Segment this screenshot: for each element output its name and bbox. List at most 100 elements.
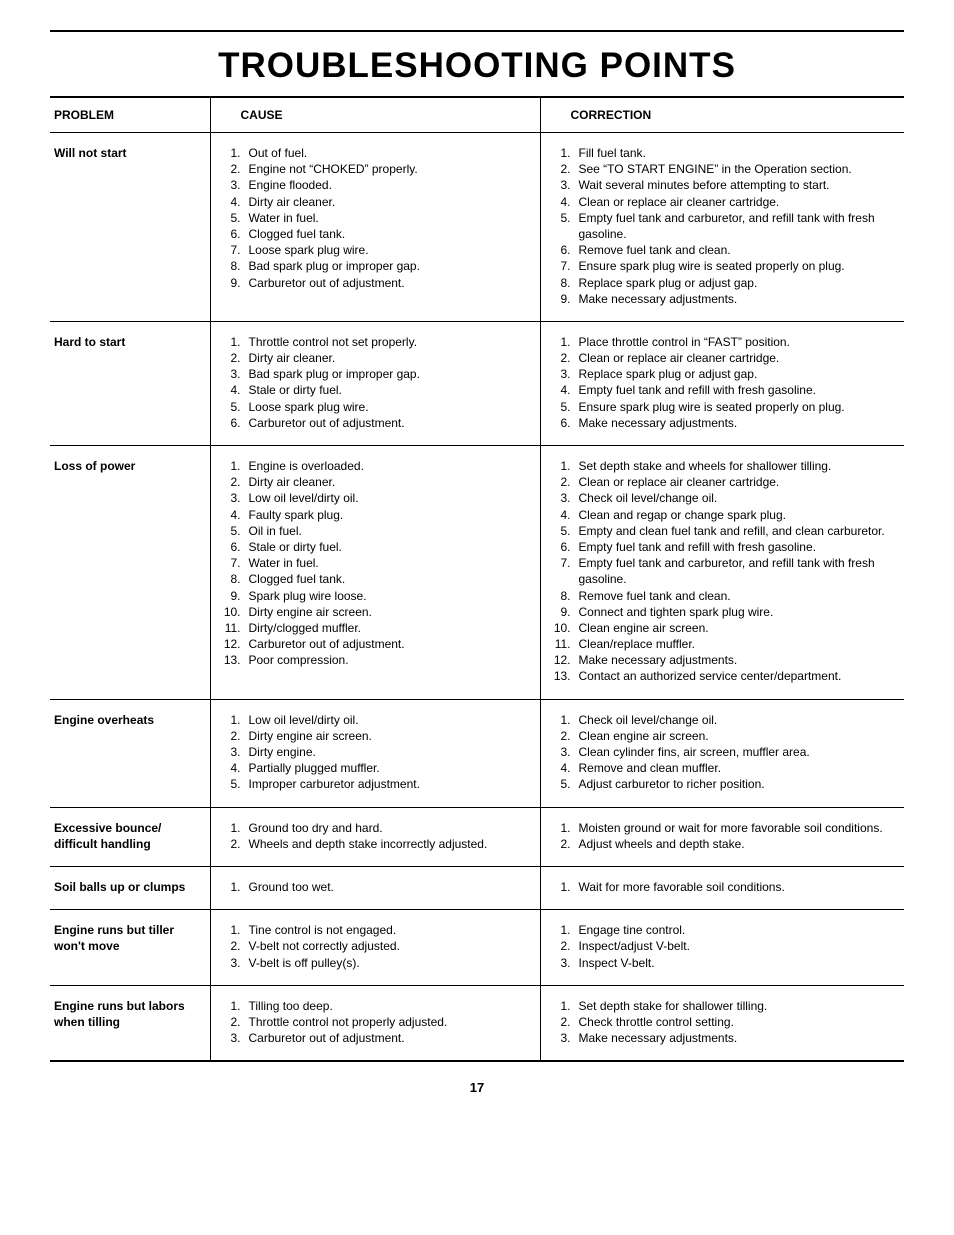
list-text: Bad spark plug or improper gap. <box>249 258 532 274</box>
cell-cause: 1.Engine is overloaded.2.Dirty air clean… <box>210 446 540 700</box>
list-item: 3.Replace spark plug or adjust gap. <box>553 366 897 382</box>
list-text: Empty fuel tank and refill with fresh ga… <box>579 382 897 398</box>
list-number: 1. <box>223 712 249 728</box>
list-item: 2.Dirty air cleaner. <box>223 350 532 366</box>
cell-problem: Engine overheats <box>50 699 210 807</box>
cell-problem: Excessive bounce/difficult handling <box>50 807 210 866</box>
list-text: Dirty air cleaner. <box>249 474 532 490</box>
list-item: 8.Bad spark plug or improper gap. <box>223 258 532 274</box>
list-item: 1.Set depth stake and wheels for shallow… <box>553 458 897 474</box>
list-number: 2. <box>553 836 579 852</box>
list-item: 8.Clogged fuel tank. <box>223 571 532 587</box>
list-item: 10.Dirty engine air screen. <box>223 604 532 620</box>
list-text: Clogged fuel tank. <box>249 571 532 587</box>
cell-correction: 1.Engage tine control.2.Inspect/adjust V… <box>540 910 904 986</box>
list-item: 9.Connect and tighten spark plug wire. <box>553 604 897 620</box>
list-text: Adjust carburetor to richer position. <box>579 776 897 792</box>
list-item: 4.Partially plugged muffler. <box>223 760 532 776</box>
list-item: 4.Stale or dirty fuel. <box>223 382 532 398</box>
list-number: 3. <box>223 490 249 506</box>
list-text: Dirty air cleaner. <box>249 194 532 210</box>
list-text: Remove fuel tank and clean. <box>579 242 897 258</box>
list-text: Throttle control not properly adjusted. <box>249 1014 532 1030</box>
cell-cause: 1.Throttle control not set properly.2.Di… <box>210 321 540 445</box>
list-item: 1.Ground too dry and hard. <box>223 820 532 836</box>
list-item: 4.Dirty air cleaner. <box>223 194 532 210</box>
table-row: Engine overheats1.Low oil level/dirty oi… <box>50 699 904 807</box>
list-number: 4. <box>223 760 249 776</box>
list-item: 12.Carburetor out of adjustment. <box>223 636 532 652</box>
list-number: 3. <box>553 490 579 506</box>
page-title: TROUBLESHOOTING POINTS <box>50 46 904 86</box>
list-item: 6.Stale or dirty fuel. <box>223 539 532 555</box>
list-text: Empty and clean fuel tank and refill, an… <box>579 523 897 539</box>
list-text: Wheels and depth stake incorrectly adjus… <box>249 836 532 852</box>
list-text: Carburetor out of adjustment. <box>249 415 532 431</box>
list-item: 3.Make necessary adjustments. <box>553 1030 897 1046</box>
list-text: V-belt is off pulley(s). <box>249 955 532 971</box>
list-text: Engine flooded. <box>249 177 532 193</box>
list-text: Water in fuel. <box>249 555 532 571</box>
list-text: Check throttle control setting. <box>579 1014 897 1030</box>
list-number: 7. <box>223 242 249 258</box>
list-item: 8.Remove fuel tank and clean. <box>553 588 897 604</box>
list-item: 9.Spark plug wire loose. <box>223 588 532 604</box>
list-number: 3. <box>553 366 579 382</box>
list-text: Make necessary adjustments. <box>579 652 897 668</box>
list-text: Clean or replace air cleaner cartridge. <box>579 350 897 366</box>
list-number: 1. <box>223 145 249 161</box>
page-number: 17 <box>50 1080 904 1095</box>
list-text: Fill fuel tank. <box>579 145 897 161</box>
list-number: 4. <box>553 382 579 398</box>
list-item: 6.Remove fuel tank and clean. <box>553 242 897 258</box>
list-item: 7.Ensure spark plug wire is seated prope… <box>553 258 897 274</box>
list-text: Stale or dirty fuel. <box>249 382 532 398</box>
list-text: Check oil level/change oil. <box>579 712 897 728</box>
list-item: 6.Carburetor out of adjustment. <box>223 415 532 431</box>
list-item: 1.Engine is overloaded. <box>223 458 532 474</box>
list-text: Stale or dirty fuel. <box>249 539 532 555</box>
list-item: 2.Dirty air cleaner. <box>223 474 532 490</box>
table-row: Hard to start1.Throttle control not set … <box>50 321 904 445</box>
cell-correction: 1.Fill fuel tank.2.See “TO START ENGINE”… <box>540 133 904 322</box>
table-body: Will not start1.Out of fuel.2.Engine not… <box>50 133 904 1061</box>
table-row: Soil balls up or clumps1.Ground too wet.… <box>50 866 904 909</box>
list-text: Ensure spark plug wire is seated properl… <box>579 258 897 274</box>
list-item: 1.Place throttle control in “FAST” posit… <box>553 334 897 350</box>
list-item: 13.Poor compression. <box>223 652 532 668</box>
list-text: Carburetor out of adjustment. <box>249 275 532 291</box>
list-item: 4.Empty fuel tank and refill with fresh … <box>553 382 897 398</box>
list-number: 3. <box>223 955 249 971</box>
header-correction: CORRECTION <box>540 98 904 133</box>
list-text: Improper carburetor adjustment. <box>249 776 532 792</box>
list-number: 1. <box>553 334 579 350</box>
list-number: 9. <box>223 275 249 291</box>
cell-cause: 1.Ground too wet. <box>210 866 540 909</box>
list-item: 3.Check oil level/change oil. <box>553 490 897 506</box>
list-text: Dirty air cleaner. <box>249 350 532 366</box>
list-item: 2.Clean engine air screen. <box>553 728 897 744</box>
list-item: 7.Loose spark plug wire. <box>223 242 532 258</box>
list-text: Clean or replace air cleaner cartridge. <box>579 474 897 490</box>
list-text: Make necessary adjustments. <box>579 1030 897 1046</box>
list-number: 5. <box>553 776 579 792</box>
list-text: Throttle control not set properly. <box>249 334 532 350</box>
list-text: Empty fuel tank and carburetor, and refi… <box>579 555 897 587</box>
list-item: 6.Make necessary adjustments. <box>553 415 897 431</box>
list-number: 1. <box>223 820 249 836</box>
list-number: 2. <box>223 938 249 954</box>
list-text: Loose spark plug wire. <box>249 399 532 415</box>
list-item: 1.Tilling too deep. <box>223 998 532 1014</box>
list-text: Set depth stake and wheels for shallower… <box>579 458 897 474</box>
list-item: 1.Tine control is not engaged. <box>223 922 532 938</box>
list-text: Replace spark plug or adjust gap. <box>579 366 897 382</box>
list-text: Clean/replace muffler. <box>579 636 897 652</box>
list-item: 1.Fill fuel tank. <box>553 145 897 161</box>
list-number: 3. <box>223 744 249 760</box>
cell-cause: 1.Ground too dry and hard.2.Wheels and d… <box>210 807 540 866</box>
list-text: Place throttle control in “FAST” positio… <box>579 334 897 350</box>
list-text: Set depth stake for shallower tilling. <box>579 998 897 1014</box>
list-number: 2. <box>223 728 249 744</box>
list-number: 5. <box>223 523 249 539</box>
cell-cause: 1.Out of fuel.2.Engine not “CHOKED” prop… <box>210 133 540 322</box>
